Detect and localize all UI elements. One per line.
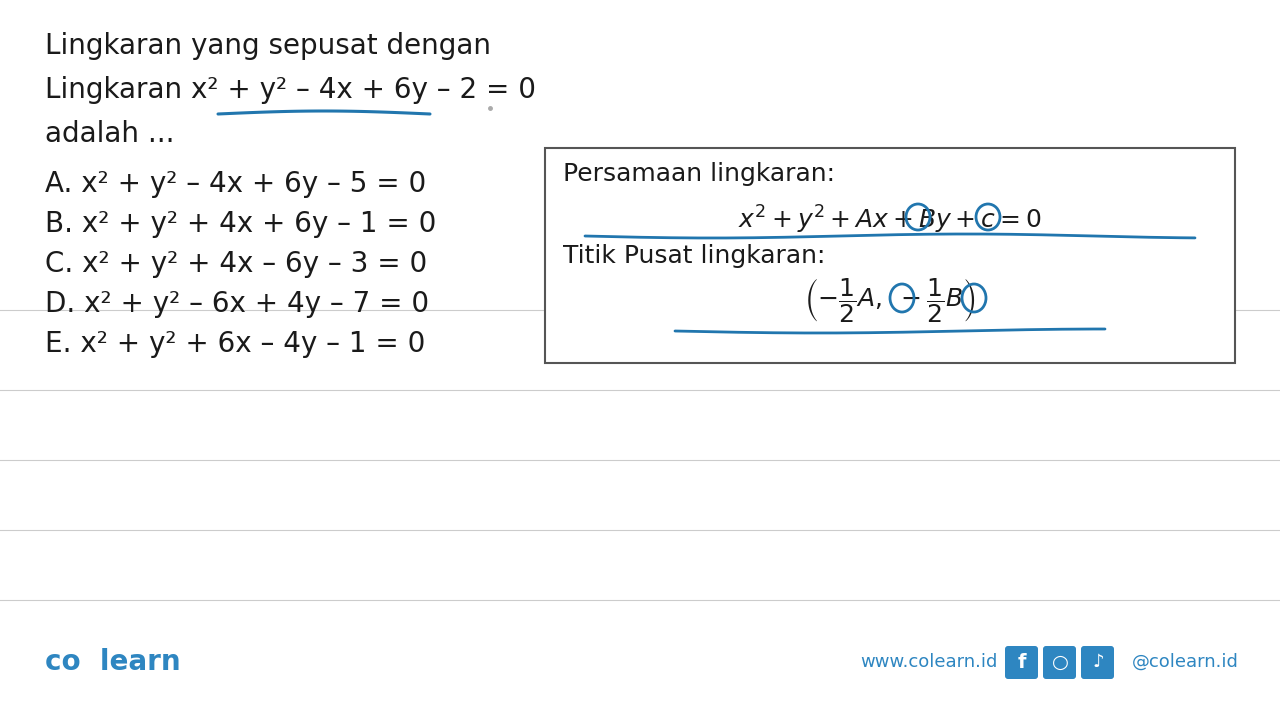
- FancyBboxPatch shape: [1005, 646, 1038, 679]
- Text: D. x² + y² – 6x + 4y – 7 = 0: D. x² + y² – 6x + 4y – 7 = 0: [45, 290, 429, 318]
- FancyBboxPatch shape: [1043, 646, 1076, 679]
- Text: www.colearn.id: www.colearn.id: [860, 653, 997, 671]
- Text: E. x² + y² + 6x – 4y – 1 = 0: E. x² + y² + 6x – 4y – 1 = 0: [45, 330, 425, 358]
- Text: co  learn: co learn: [45, 648, 180, 676]
- Text: ♪: ♪: [1092, 653, 1103, 671]
- Text: adalah ...: adalah ...: [45, 120, 174, 148]
- Text: @colearn.id: @colearn.id: [1132, 653, 1239, 671]
- Text: B. x² + y² + 4x + 6y – 1 = 0: B. x² + y² + 4x + 6y – 1 = 0: [45, 210, 436, 238]
- Text: Persamaan lingkaran:: Persamaan lingkaran:: [563, 162, 835, 186]
- Text: f: f: [1018, 652, 1027, 672]
- Text: A. x² + y² – 4x + 6y – 5 = 0: A. x² + y² – 4x + 6y – 5 = 0: [45, 170, 426, 198]
- Text: ○: ○: [1051, 652, 1069, 672]
- Text: Lingkaran yang sepusat dengan: Lingkaran yang sepusat dengan: [45, 32, 492, 60]
- FancyBboxPatch shape: [1082, 646, 1114, 679]
- Text: Titik Pusat lingkaran:: Titik Pusat lingkaran:: [563, 244, 826, 268]
- Text: $x^2 + y^2 + Ax + By + c = 0$: $x^2 + y^2 + Ax + By + c = 0$: [739, 204, 1042, 236]
- FancyBboxPatch shape: [545, 148, 1235, 363]
- Text: C. x² + y² + 4x – 6y – 3 = 0: C. x² + y² + 4x – 6y – 3 = 0: [45, 250, 428, 278]
- Text: Lingkaran x² + y² – 4x + 6y – 2 = 0: Lingkaran x² + y² – 4x + 6y – 2 = 0: [45, 76, 536, 104]
- Text: $\left(-\dfrac{1}{2}A,\ -\dfrac{1}{2}B\right)$: $\left(-\dfrac{1}{2}A,\ -\dfrac{1}{2}B\r…: [804, 276, 975, 324]
